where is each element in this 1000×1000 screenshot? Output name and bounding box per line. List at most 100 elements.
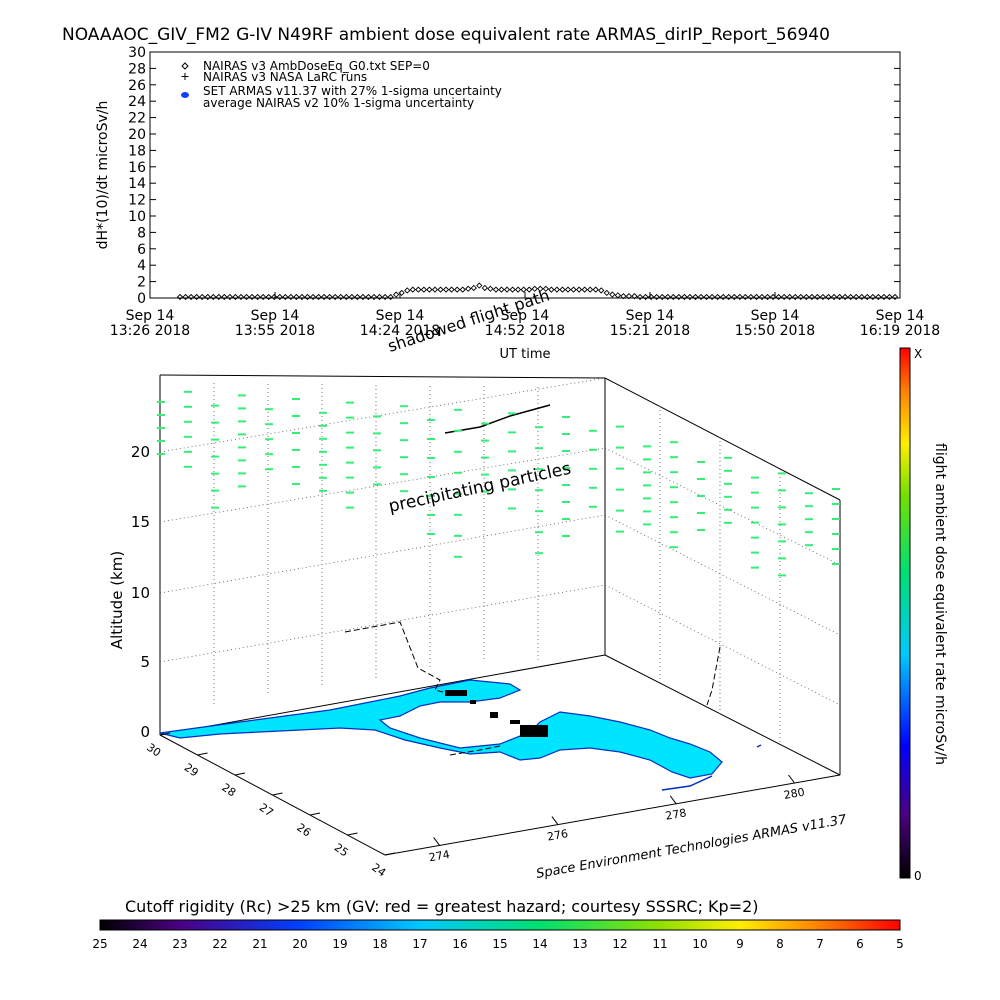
data-point (603, 289, 610, 297)
data-point (675, 293, 682, 301)
data-point (830, 293, 838, 301)
flight-path-shadow (344, 621, 721, 756)
data-point (526, 286, 533, 293)
data-point (237, 293, 245, 301)
data-point (714, 293, 721, 301)
data-point (271, 293, 278, 301)
data-point (647, 293, 655, 301)
lat-tick-mark (347, 832, 358, 836)
page-title: NOAAAOC_GIV_FM2 G-IV N49RF ambient dose … (62, 25, 830, 45)
data-point (781, 293, 788, 301)
precipitating-particles (157, 390, 840, 577)
data-point (542, 285, 549, 292)
lat-tick-mark (197, 752, 208, 756)
colorbar-tick-label: 22 (212, 937, 227, 951)
data-point (692, 293, 699, 301)
data-point (581, 286, 588, 293)
cutoff-rigidity-colorbar: Cutoff rigidity (Rc) >25 km (GV: red = g… (92, 897, 903, 951)
data-point (814, 293, 821, 301)
x-tick-label-date: Sep 14 (251, 308, 300, 324)
data-point (853, 293, 860, 301)
y-axis-label: dH*(10)/dt microSv/h (95, 101, 111, 250)
data-point (664, 293, 671, 301)
data-point (409, 286, 416, 293)
y-tick-label: 4 (137, 258, 146, 274)
y-tick-label: 14 (128, 176, 146, 192)
x-tick-label-time: 13:26 2018 (110, 323, 190, 339)
colorbar-tick-label: 11 (652, 937, 667, 951)
data-point (376, 293, 383, 301)
x-tick-label-time: 14:24 2018 (360, 323, 440, 339)
colorbar-tick-label: 7 (816, 937, 824, 951)
data-point (841, 293, 849, 301)
data-point (282, 293, 289, 301)
y-tick-label: 26 (128, 78, 146, 94)
x-axis-label: UT time (500, 347, 551, 362)
data-point (514, 286, 522, 293)
data-point (332, 293, 339, 301)
data-point (847, 293, 854, 301)
data-point (354, 293, 361, 301)
data-point (287, 293, 294, 301)
colorbar-gradient (899, 347, 911, 879)
y-tick-label: 0 (137, 291, 146, 307)
colorbar-gradient (99, 919, 901, 931)
lat-tick-mark (309, 812, 321, 816)
data-point (248, 293, 256, 301)
data-point (343, 293, 350, 301)
data-point (697, 293, 705, 301)
colorbar-tick-label: 6 (856, 937, 864, 951)
data-point (476, 282, 483, 289)
data-point (254, 293, 261, 301)
lon-tick-label: 274 (428, 848, 451, 864)
data-point (304, 293, 311, 301)
colorbar-tick-label: 25 (92, 937, 107, 951)
z-tick-label: 20 (131, 443, 150, 461)
data-point (520, 286, 527, 293)
x-tick-label-date: Sep 14 (751, 308, 800, 324)
lat-tick-label: 24 (369, 861, 388, 880)
data-point (243, 293, 250, 301)
x-tick-label-time: 13:55 2018 (235, 323, 315, 339)
data-point (720, 293, 727, 301)
colorbar-title: Cutoff rigidity (Rc) >25 km (GV: red = g… (125, 897, 759, 916)
lon-ticks: 274 276 278 280 (428, 774, 806, 864)
data-point (858, 293, 865, 301)
data-point (753, 293, 760, 301)
data-point (381, 293, 389, 301)
data-point (503, 286, 511, 293)
lat-tick-mark (384, 852, 396, 856)
data-point (187, 293, 195, 301)
data-point (221, 293, 228, 301)
data-point (891, 293, 899, 301)
data-point (614, 292, 622, 299)
lat-tick-label: 25 (332, 841, 351, 860)
data-point (348, 293, 355, 301)
colorbar-tick-label: 8 (776, 937, 784, 951)
legend-item-nairas-v3-g0: NAIRAS v3 AmbDoseEq_G0.txt SEP=0 (181, 59, 430, 73)
map-details (445, 690, 548, 737)
data-point (509, 286, 516, 293)
colorbar-tick-label: 17 (412, 937, 427, 951)
y-tick-label: 24 (128, 94, 146, 110)
lon-tick-label: 280 (783, 786, 806, 802)
data-point (869, 293, 876, 301)
lon-tick-mark (788, 774, 795, 784)
colorbar-tick-label: 5 (896, 937, 904, 951)
data-point (226, 293, 234, 301)
lat-tick-mark (234, 772, 246, 776)
data-point (437, 286, 444, 293)
data-point (337, 293, 344, 301)
data-point (559, 286, 566, 293)
y-tick-label: 20 (128, 127, 146, 143)
lat-tick-label: 26 (294, 821, 313, 840)
z-tick-label: 10 (131, 584, 150, 602)
legend-label: NAIRAS v3 NASA LaRC runs (203, 70, 367, 84)
data-point (315, 293, 322, 301)
data-point (359, 293, 367, 301)
y-tick-label: 6 (137, 242, 146, 258)
data-point (387, 293, 394, 301)
lat-tick-mark (272, 792, 283, 796)
z-axis-label: Altitude (km) (108, 551, 126, 649)
colorbar-tick-label: 23 (172, 937, 187, 951)
